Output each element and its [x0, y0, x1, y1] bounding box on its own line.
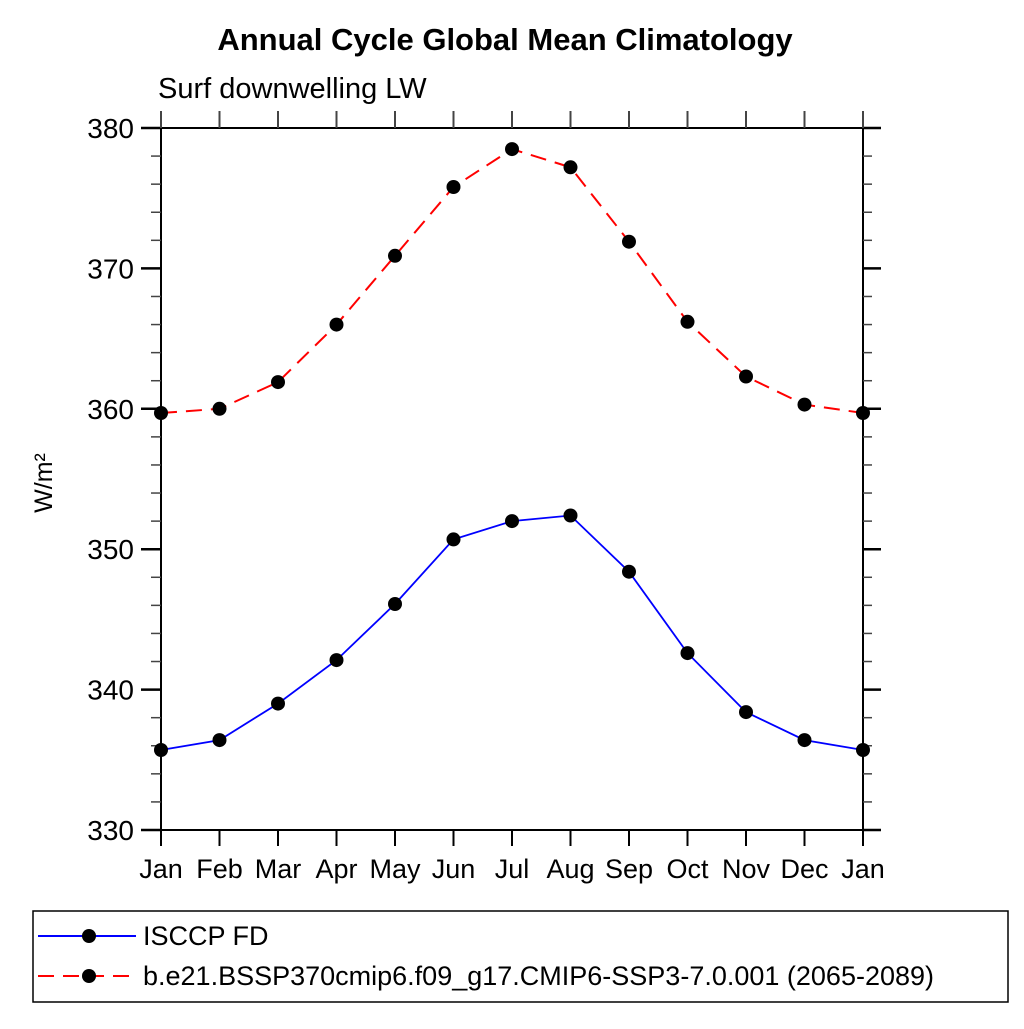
data-point-1	[329, 317, 344, 332]
data-point-1	[680, 314, 695, 329]
chart-subtitle: Surf downwelling LW	[158, 73, 427, 105]
x-tick-label: Jan	[139, 854, 183, 884]
y-tick-label: 340	[87, 675, 134, 706]
data-point-1	[563, 160, 578, 175]
data-point-0	[680, 646, 695, 661]
y-axis-label: W/m²	[30, 453, 58, 513]
x-tick-label: May	[369, 854, 421, 884]
data-point-0	[622, 564, 636, 579]
x-tick-label: Jun	[432, 854, 476, 884]
x-tick-label: Oct	[666, 854, 709, 884]
data-point-0	[446, 532, 461, 547]
y-tick-label: 330	[87, 815, 134, 846]
legend-marker-isccp	[82, 929, 96, 943]
plot-frame	[160, 127, 864, 831]
data-point-0	[856, 743, 870, 757]
y-tick-label: 370	[87, 253, 134, 284]
data-point-1	[505, 142, 519, 157]
legend-marker-model	[82, 969, 96, 983]
legend-label-model: b.e21.BSSP370cmip6.f09_g17.CMIP6-SSP3-7.…	[143, 961, 934, 991]
series-line-1	[160, 148, 864, 414]
data-point-1	[388, 248, 402, 263]
chart-title: Annual Cycle Global Mean Climatology	[217, 22, 793, 57]
x-tick-label: Feb	[196, 854, 243, 884]
data-point-1	[446, 180, 461, 194]
data-point-1	[622, 234, 636, 249]
legend-label-isccp: ISCCP FD	[143, 921, 269, 951]
x-tick-label: Jan	[841, 854, 885, 884]
x-tick-label: Dec	[780, 854, 828, 884]
plot-area: 330 340 350 360 370 380 Jan Feb Mar Apr May Jun Jul A…	[87, 111, 885, 884]
data-point-1	[856, 406, 870, 420]
legend-box	[32, 910, 1009, 1003]
data-point-0	[271, 696, 285, 711]
x-tick-label: Nov	[722, 854, 771, 884]
data-point-0	[329, 653, 344, 668]
data-point-0	[212, 733, 227, 748]
series-line-0	[160, 514, 864, 751]
x-tick-label: Jul	[495, 854, 530, 884]
data-point-1	[739, 369, 753, 384]
data-point-1	[271, 375, 285, 390]
x-tick-label: Mar	[255, 854, 302, 884]
y-tick-label: 350	[87, 534, 134, 565]
x-tick-label: Sep	[605, 854, 653, 884]
data-point-0	[563, 508, 578, 523]
data-point-0	[505, 514, 519, 529]
legend: ISCCP FD b.e21.BSSP370cmip6.f09_g17.CMIP…	[32, 910, 1009, 1003]
data-point-0	[797, 733, 812, 748]
y-tick-label: 360	[87, 394, 134, 425]
data-point-0	[154, 743, 168, 757]
data-point-1	[154, 406, 168, 420]
data-point-0	[388, 597, 402, 611]
data-point-0	[739, 705, 753, 720]
x-tick-label: Apr	[315, 854, 357, 884]
data-point-1	[797, 397, 812, 412]
x-tick-label: Aug	[546, 854, 594, 884]
y-tick-label: 380	[87, 113, 134, 144]
data-point-1	[212, 401, 227, 416]
